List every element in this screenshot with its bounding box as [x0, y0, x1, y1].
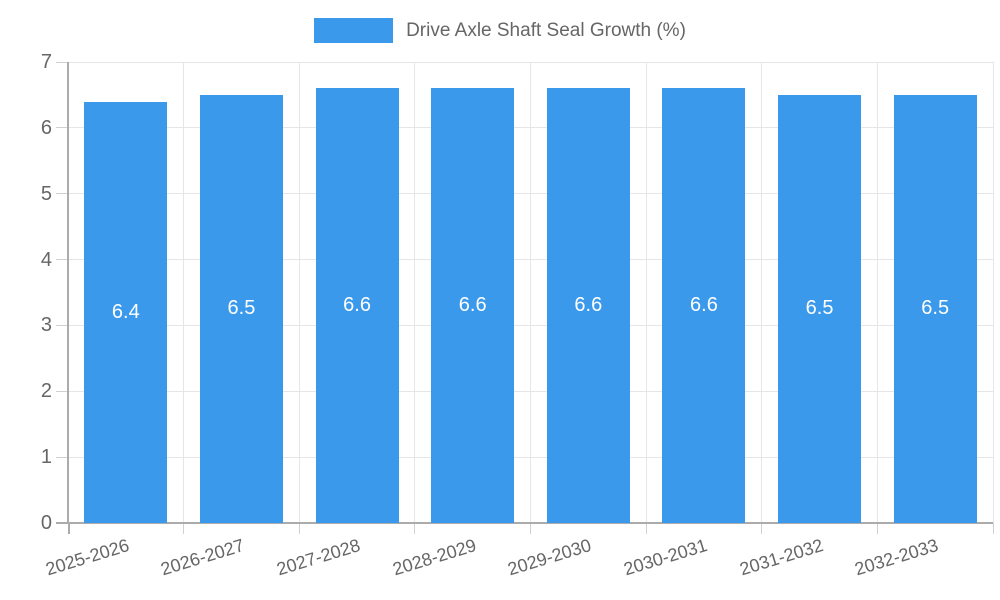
y-tick: [56, 390, 68, 392]
y-tick: [56, 324, 68, 326]
y-axis-label: 4: [40, 248, 52, 271]
bar-value-label: 6.6: [690, 294, 718, 317]
y-axis-label: 2: [40, 380, 52, 403]
x-tick: [992, 523, 994, 534]
y-axis-label: 7: [40, 51, 52, 73]
x-gridline: [183, 62, 185, 523]
x-gridline: [298, 62, 300, 523]
x-tick: [876, 523, 878, 534]
x-tick: [298, 523, 300, 534]
x-tick: [414, 523, 416, 534]
bar: 6.5: [199, 94, 283, 523]
bar-value-label: 6.6: [458, 294, 487, 317]
bar: 6.6: [546, 88, 630, 523]
bar: 6.5: [778, 94, 862, 523]
x-tick: [530, 523, 531, 534]
chart-legend[interactable]: Drive Axle Shaft Seal Growth (%): [0, 18, 1000, 43]
x-tick: [761, 523, 763, 534]
y-axis-label: 5: [40, 182, 52, 205]
x-tick: [183, 523, 185, 534]
bar-value-label: 6.5: [921, 297, 950, 320]
x-gridline: [761, 62, 763, 523]
y-tick: [56, 61, 68, 63]
legend-label: Drive Axle Shaft Seal Growth (%): [406, 19, 686, 41]
bar-value-label: 6.5: [227, 297, 256, 320]
bar-value-label: 6.5: [805, 297, 834, 320]
x-tick: [645, 523, 647, 534]
bar: 6.6: [431, 88, 515, 523]
y-tick: [56, 193, 68, 195]
bar: 6.6: [662, 88, 746, 523]
x-gridline: [414, 62, 416, 523]
y-axis-label: 3: [40, 314, 52, 337]
bar: 6.5: [893, 94, 977, 523]
y-axis-label: 1: [40, 446, 52, 469]
y-axis-label: 0: [40, 512, 52, 534]
x-gridline: [992, 62, 994, 523]
x-tick: [67, 523, 70, 534]
x-gridline: [645, 62, 647, 523]
legend-swatch-icon: [314, 18, 394, 43]
bar-value-label: 6.6: [574, 294, 603, 317]
x-gridline: [530, 62, 531, 523]
y-tick: [56, 259, 68, 261]
bar-value-label: 6.6: [343, 294, 371, 317]
x-gridline: [876, 62, 878, 523]
y-axis-label: 6: [40, 116, 52, 139]
x-axis-line: [56, 522, 993, 524]
bar: 6.6: [315, 88, 399, 523]
y-tick: [56, 127, 68, 129]
bar: 6.4: [84, 101, 168, 523]
y-tick: [56, 456, 68, 458]
bar-value-label: 6.4: [111, 300, 140, 323]
y-axis-line: [67, 62, 69, 523]
